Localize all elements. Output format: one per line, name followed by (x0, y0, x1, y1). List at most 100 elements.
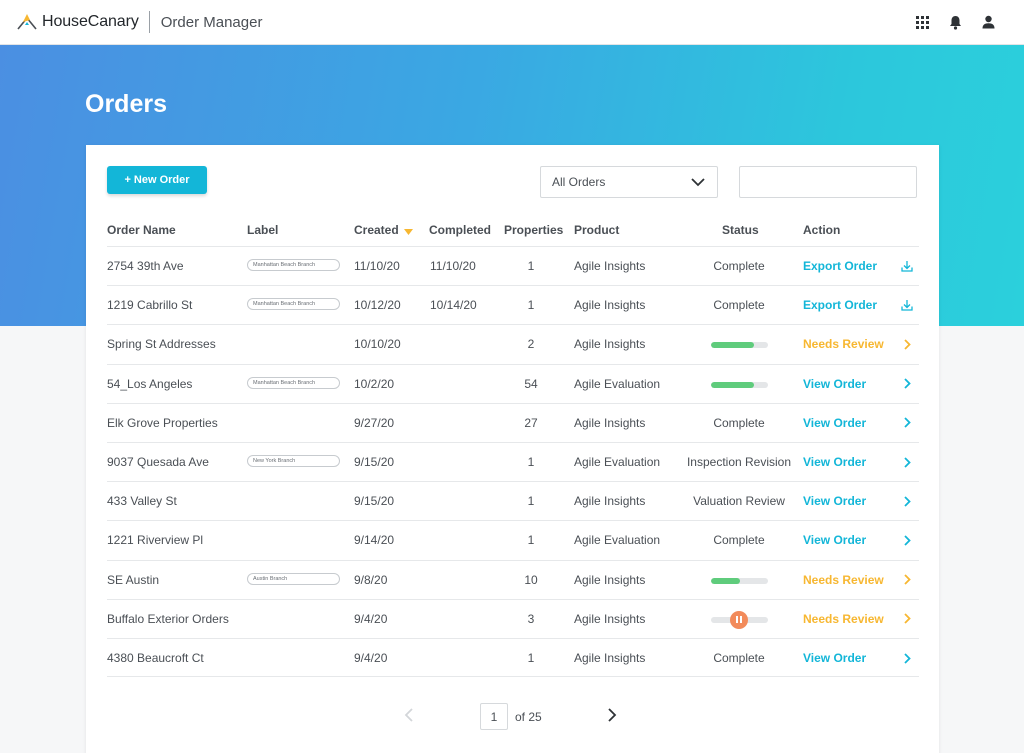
chevron-right-icon[interactable] (901, 533, 913, 547)
table-row[interactable]: 4380 Beaucroft Ct 9/4/20 1 Agile Insights Co… (107, 638, 919, 677)
product-name: Agile Insights (574, 337, 646, 352)
order-name: 54_Los Angeles (107, 376, 193, 391)
col-properties[interactable]: Properties (504, 223, 564, 237)
download-icon[interactable] (901, 259, 913, 273)
new-order-button[interactable]: + New Order (107, 166, 207, 194)
order-label: Austin Branch (247, 572, 340, 588)
pause-icon[interactable] (730, 610, 748, 629)
action-link[interactable]: Needs Review (803, 611, 884, 626)
brand-logo[interactable]: HouseCanary (17, 13, 139, 31)
product-name: Agile Insights (574, 259, 646, 273)
status-text: Valuation Review (693, 494, 785, 509)
action-link[interactable]: Needs Review (803, 337, 884, 352)
table-row[interactable]: 433 Valley St 9/15/20 1 Agile Insights Valua… (107, 481, 919, 520)
properties-count: 1 (527, 298, 535, 313)
product-name: Agile Evaluation (574, 376, 661, 391)
progress-fill (711, 577, 740, 584)
created-date: 9/8/20 (354, 572, 388, 587)
table-row[interactable]: 54_Los Angeles Manhattan Beach Branch 10/2… (107, 363, 919, 403)
table-row[interactable]: SE Austin Austin Branch 9/8/20 10 Agile Insi… (107, 559, 919, 599)
created-date: 9/15/20 (354, 455, 395, 469)
chevron-right-icon[interactable] (901, 455, 913, 469)
created-date: 9/15/20 (354, 494, 395, 509)
product-name: Agile Insights (574, 651, 646, 665)
chevron-right-icon[interactable] (608, 708, 617, 727)
created-date: 10/2/20 (354, 376, 395, 391)
product-name: Agile Insights (574, 572, 646, 587)
apps-grid-icon[interactable] (914, 13, 930, 31)
properties-count: 1 (527, 651, 535, 665)
user-icon[interactable] (980, 13, 996, 31)
status-text: Inspection Revision (686, 455, 792, 469)
action-link[interactable]: Export Order (803, 259, 878, 273)
col-order-name[interactable]: Order Name (107, 223, 176, 237)
download-icon[interactable] (901, 298, 913, 312)
chevron-right-icon[interactable] (901, 651, 913, 665)
properties-count: 2 (527, 337, 535, 352)
table-header: Order Name Label Created Completed Prope… (86, 223, 939, 239)
chevron-right-icon[interactable] (901, 494, 913, 508)
completed-date: 11/10/20 (430, 259, 476, 273)
table-row[interactable]: 1221 Riverview Pl 9/14/20 1 Agile Evaluatio… (107, 520, 919, 559)
sort-desc-icon (403, 224, 413, 238)
label-pill: Austin Branch (247, 572, 340, 585)
app-title: Order Manager (160, 13, 263, 31)
status-progress-bar (711, 381, 768, 388)
status-progress-bar (711, 342, 768, 349)
action-link[interactable]: View Order (803, 376, 867, 391)
bell-icon[interactable] (947, 13, 963, 31)
action-link[interactable]: Export Order (803, 298, 878, 313)
order-name: Elk Grove Properties (107, 415, 218, 430)
product-name: Agile Evaluation (574, 533, 661, 548)
properties-count: 1 (527, 494, 535, 509)
chevron-right-icon[interactable] (901, 377, 913, 391)
chevron-right-icon[interactable] (901, 573, 913, 587)
search-input[interactable] (739, 166, 917, 198)
col-status[interactable]: Status (722, 223, 759, 237)
table-row[interactable]: Buffalo Exterior Orders 9/4/20 3 Agile Insi… (107, 598, 919, 638)
page-number-input[interactable] (480, 703, 508, 730)
action-link[interactable]: View Order (803, 533, 867, 548)
properties-count: 1 (527, 259, 535, 273)
order-label: Manhattan Beach Branch (247, 376, 340, 392)
table-row[interactable]: Spring St Addresses 10/10/20 2 Agile Insigh… (107, 324, 919, 363)
action-link[interactable]: View Order (803, 494, 867, 509)
product-name: Agile Insights (574, 415, 646, 430)
status-text: Complete (713, 259, 765, 273)
col-product[interactable]: Product (574, 223, 620, 237)
properties-count: 3 (527, 611, 535, 626)
table-row[interactable]: 9037 Quesada Ave New York Branch 9/15/20 1 A… (107, 442, 919, 481)
order-name: Spring St Addresses (107, 337, 216, 352)
properties-count: 1 (527, 533, 535, 548)
chevron-right-icon[interactable] (901, 612, 913, 626)
orders-card: + New Order All Orders Order Name Label … (86, 145, 939, 753)
properties-count: 10 (524, 572, 538, 587)
pagination: of 25 (86, 702, 939, 730)
chevron-right-icon[interactable] (901, 416, 913, 430)
table-row[interactable]: 1219 Cabrillo St Manhattan Beach Branch 10… (107, 285, 919, 324)
order-name: 9037 Quesada Ave (107, 455, 209, 469)
action-link[interactable]: Needs Review (803, 572, 884, 587)
top-bar: HouseCanary Order Manager (0, 0, 1024, 45)
created-date: 10/12/20 (354, 298, 401, 313)
chevron-right-icon[interactable] (901, 337, 913, 351)
col-completed[interactable]: Completed (429, 223, 492, 237)
orders-filter-select[interactable]: All Orders (540, 166, 718, 198)
action-link[interactable]: View Order (803, 455, 867, 469)
page-count: of 25 (515, 710, 542, 724)
action-link[interactable]: View Order (803, 415, 867, 430)
page-title: Orders (85, 90, 167, 118)
table-row[interactable]: Elk Grove Properties 9/27/20 27 Agile Insig… (107, 402, 919, 442)
product-name: Agile Insights (574, 611, 646, 626)
table-row[interactable]: 2754 39th Ave Manhattan Beach Branch 11/10… (107, 246, 919, 285)
action-link[interactable]: View Order (803, 651, 867, 665)
product-name: Agile Evaluation (574, 455, 661, 469)
col-created[interactable]: Created (354, 223, 413, 238)
label-pill: Manhattan Beach Branch (247, 376, 340, 389)
col-label[interactable]: Label (247, 223, 279, 237)
created-date: 9/4/20 (354, 651, 388, 665)
status-progress-bar (711, 577, 768, 584)
created-date: 10/10/20 (354, 337, 401, 352)
order-name: 1221 Riverview Pl (107, 533, 204, 548)
chevron-left-icon[interactable] (404, 708, 413, 727)
